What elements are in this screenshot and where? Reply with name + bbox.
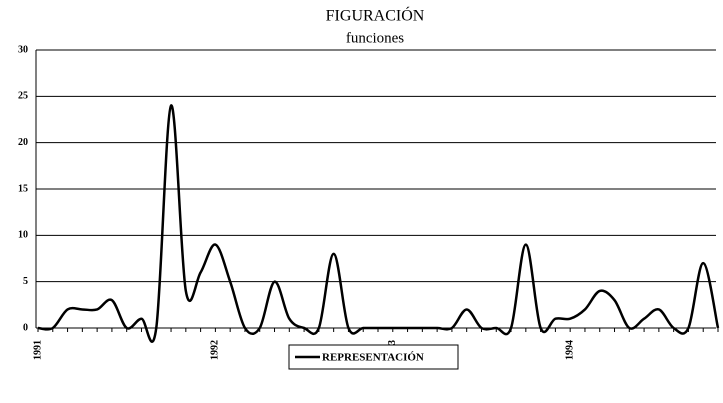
- y-tick-label: 5: [23, 276, 28, 287]
- y-tick-label: 10: [18, 230, 28, 241]
- chart-subtitle: funciones: [346, 30, 404, 46]
- chart-title: FIGURACIÓN: [326, 6, 425, 25]
- x-tick-label: 1991: [32, 340, 43, 360]
- y-tick-label: 0: [23, 322, 28, 333]
- y-tick-label: 20: [18, 137, 28, 148]
- legend-label: REPRESENTACIÓN: [322, 352, 424, 364]
- x-tick-label: 1992: [210, 340, 221, 360]
- y-tick-label: 30: [18, 44, 28, 55]
- line: [37, 104, 720, 343]
- y-tick-label: 25: [18, 91, 28, 102]
- y-tick-label: 15: [18, 183, 28, 194]
- x-tick-label: 1994: [564, 340, 575, 360]
